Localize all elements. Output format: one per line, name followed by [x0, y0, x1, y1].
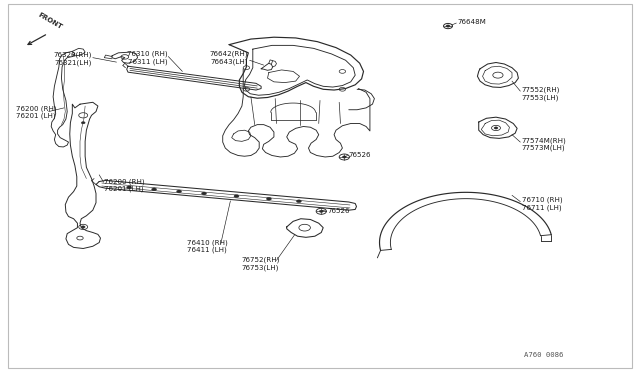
Text: 76648M: 76648M [458, 19, 486, 25]
Circle shape [319, 210, 323, 212]
Text: 76526: 76526 [328, 208, 350, 214]
Circle shape [234, 195, 239, 198]
Text: 76320(RH)
76321(LH): 76320(RH) 76321(LH) [54, 52, 92, 66]
Circle shape [446, 25, 450, 27]
Text: 76526: 76526 [349, 153, 371, 158]
Text: A760 0086: A760 0086 [524, 352, 564, 358]
Circle shape [342, 156, 346, 158]
Text: 76410 (RH)
76411 (LH): 76410 (RH) 76411 (LH) [187, 239, 228, 253]
Circle shape [152, 188, 157, 191]
Text: 76200 (RH)
76201 (LH): 76200 (RH) 76201 (LH) [104, 178, 144, 192]
Text: 76710 (RH)
76711 (LH): 76710 (RH) 76711 (LH) [522, 197, 562, 211]
Circle shape [81, 226, 85, 228]
Circle shape [177, 190, 182, 193]
Circle shape [266, 197, 271, 200]
Circle shape [127, 186, 132, 189]
Text: 76642(RH)
76643(LH): 76642(RH) 76643(LH) [210, 51, 248, 65]
Text: 76200 (RH)
76201 (LH): 76200 (RH) 76201 (LH) [16, 105, 56, 119]
Circle shape [81, 122, 85, 124]
Circle shape [494, 127, 498, 129]
Text: 77552(RH)
77553(LH): 77552(RH) 77553(LH) [522, 87, 560, 101]
Circle shape [296, 200, 301, 203]
Text: 76752(RH)
76753(LH): 76752(RH) 76753(LH) [242, 256, 280, 270]
Text: 76310 (RH)
76311 (LH): 76310 (RH) 76311 (LH) [127, 51, 168, 65]
Text: FRONT: FRONT [37, 12, 63, 31]
Circle shape [202, 192, 207, 195]
Text: 77574M(RH)
77573M(LH): 77574M(RH) 77573M(LH) [522, 137, 566, 151]
